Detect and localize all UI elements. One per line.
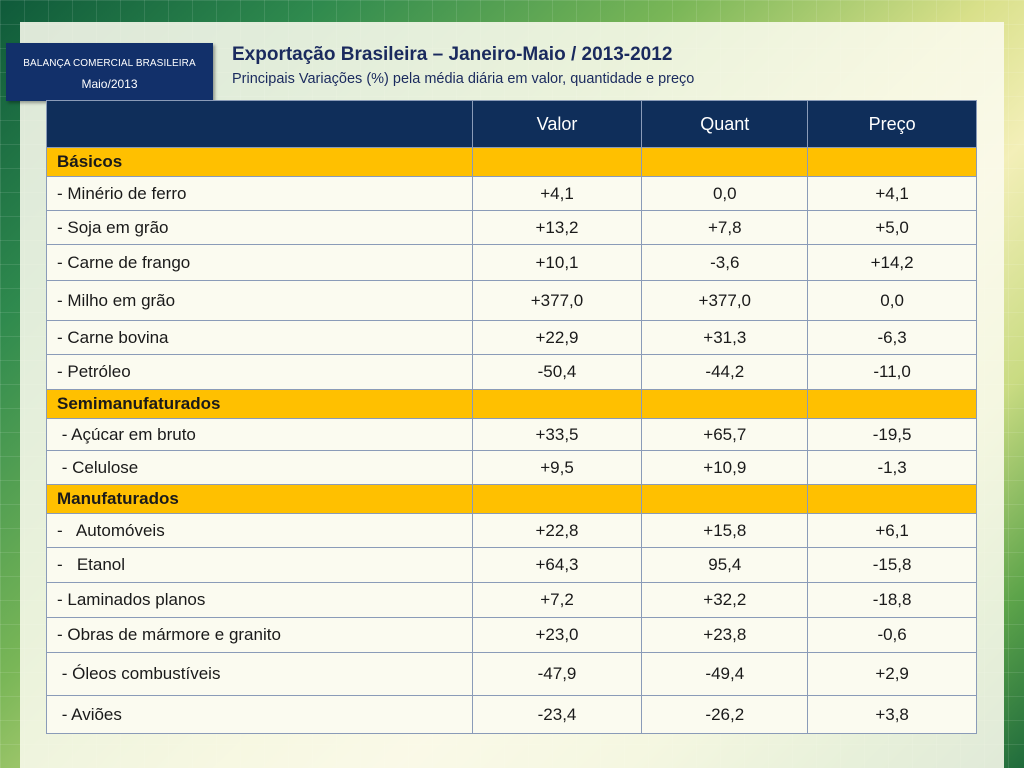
preco-cell: -0,6: [807, 617, 977, 653]
product-label: - Milho em grão: [46, 280, 473, 321]
table-row: - Soja em grão +13,2 +7,8 +5,0: [46, 210, 977, 245]
quant-cell: -3,6: [641, 244, 809, 281]
preco-cell: +6,1: [807, 513, 977, 548]
preco-cell: -15,8: [807, 547, 977, 583]
quant-cell: -49,4: [641, 652, 809, 696]
valor-cell: +10,1: [471, 244, 643, 281]
section-empty-cell: [641, 389, 809, 419]
table-row: - Açúcar em bruto +33,5 +65,7 -19,5: [46, 418, 977, 451]
table-row: - Laminados planos +7,2 +32,2 -18,8: [46, 582, 977, 618]
section-empty-cell: [471, 484, 643, 514]
valor-cell: -23,4: [471, 695, 643, 734]
product-label: - Óleos combustíveis: [46, 652, 473, 696]
product-label: - Etanol: [46, 547, 473, 583]
table-row: - Carne de frango +10,1 -3,6 +14,2: [46, 244, 977, 281]
product-label: - Obras de mármore e granito: [46, 617, 473, 653]
header-cell-label: [46, 100, 473, 148]
quant-cell: -44,2: [641, 354, 809, 390]
section-empty-cell: [641, 484, 809, 514]
quant-cell: 0,0: [641, 176, 809, 211]
product-label: - Automóveis: [46, 513, 473, 548]
product-label: - Soja em grão: [46, 210, 473, 245]
valor-cell: +7,2: [471, 582, 643, 618]
table-row: - Óleos combustíveis -47,9 -49,4 +2,9: [46, 652, 977, 696]
preco-cell: -1,3: [807, 450, 977, 485]
table-row: - Petróleo -50,4 -44,2 -11,0: [46, 354, 977, 390]
table-row: - Minério de ferro +4,1 0,0 +4,1: [46, 176, 977, 211]
product-label: - Laminados planos: [46, 582, 473, 618]
preco-cell: -11,0: [807, 354, 977, 390]
quant-cell: +377,0: [641, 280, 809, 321]
section-row: Manufaturados: [46, 484, 977, 514]
quant-cell: -26,2: [641, 695, 809, 734]
badge-date: Maio/2013: [81, 77, 138, 91]
preco-cell: +2,9: [807, 652, 977, 696]
report-badge: BALANÇA COMERCIAL BRASILEIRA Maio/2013: [6, 43, 213, 101]
section-title: Manufaturados: [46, 484, 473, 514]
section-empty-cell: [471, 389, 643, 419]
product-label: - Celulose: [46, 450, 473, 485]
section-title: Básicos: [46, 147, 473, 177]
section-row: Básicos: [46, 147, 977, 177]
preco-cell: +3,8: [807, 695, 977, 734]
quant-cell: +23,8: [641, 617, 809, 653]
table-row: - Etanol +64,3 95,4 -15,8: [46, 547, 977, 583]
quant-cell: +65,7: [641, 418, 809, 451]
header-cell-quant: Quant: [641, 100, 809, 148]
quant-cell: +31,3: [641, 320, 809, 355]
badge-title: BALANÇA COMERCIAL BRASILEIRA: [23, 58, 196, 69]
section-empty-cell: [641, 147, 809, 177]
valor-cell: +22,8: [471, 513, 643, 548]
table-row: - Aviões -23,4 -26,2 +3,8: [46, 695, 977, 734]
preco-cell: +4,1: [807, 176, 977, 211]
product-label: - Açúcar em bruto: [46, 418, 473, 451]
table-row: - Celulose +9,5 +10,9 -1,3: [46, 450, 977, 485]
product-label: - Aviões: [46, 695, 473, 734]
table-row: - Obras de mármore e granito +23,0 +23,8 -0…: [46, 617, 977, 653]
table-row: - Carne bovina +22,9 +31,3 -6,3: [46, 320, 977, 355]
valor-cell: -50,4: [471, 354, 643, 390]
table-header-row: Valor Quant Preço: [46, 100, 977, 148]
valor-cell: -47,9: [471, 652, 643, 696]
valor-cell: +4,1: [471, 176, 643, 211]
valor-cell: +9,5: [471, 450, 643, 485]
section-empty-cell: [471, 147, 643, 177]
page-subtitle: Principais Variações (%) pela média diár…: [232, 71, 695, 87]
valor-cell: +23,0: [471, 617, 643, 653]
quant-cell: +15,8: [641, 513, 809, 548]
preco-cell: -18,8: [807, 582, 977, 618]
valor-cell: +22,9: [471, 320, 643, 355]
section-empty-cell: [807, 389, 977, 419]
quant-cell: +32,2: [641, 582, 809, 618]
valor-cell: +33,5: [471, 418, 643, 451]
quant-cell: +7,8: [641, 210, 809, 245]
section-row: Semimanufaturados: [46, 389, 977, 419]
section-title: Semimanufaturados: [46, 389, 473, 419]
product-label: - Carne de frango: [46, 244, 473, 281]
section-empty-cell: [807, 484, 977, 514]
preco-cell: -19,5: [807, 418, 977, 451]
export-variation-table: Valor Quant Preço Básicos - Minério de fe…: [46, 100, 977, 734]
header-cell-valor: Valor: [471, 100, 643, 148]
table-row: - Automóveis +22,8 +15,8 +6,1: [46, 513, 977, 548]
preco-cell: +5,0: [807, 210, 977, 245]
table-row: - Milho em grão +377,0 +377,0 0,0: [46, 280, 977, 321]
product-label: - Petróleo: [46, 354, 473, 390]
page-title: Exportação Brasileira – Janeiro-Maio / 2…: [232, 44, 673, 65]
preco-cell: +14,2: [807, 244, 977, 281]
quant-cell: 95,4: [641, 547, 809, 583]
valor-cell: +377,0: [471, 280, 643, 321]
valor-cell: +13,2: [471, 210, 643, 245]
product-label: - Carne bovina: [46, 320, 473, 355]
preco-cell: -6,3: [807, 320, 977, 355]
valor-cell: +64,3: [471, 547, 643, 583]
preco-cell: 0,0: [807, 280, 977, 321]
quant-cell: +10,9: [641, 450, 809, 485]
header: Exportação Brasileira – Janeiro-Maio / 2…: [232, 44, 694, 87]
product-label: - Minério de ferro: [46, 176, 473, 211]
section-empty-cell: [807, 147, 977, 177]
header-cell-preco: Preço: [807, 100, 977, 148]
